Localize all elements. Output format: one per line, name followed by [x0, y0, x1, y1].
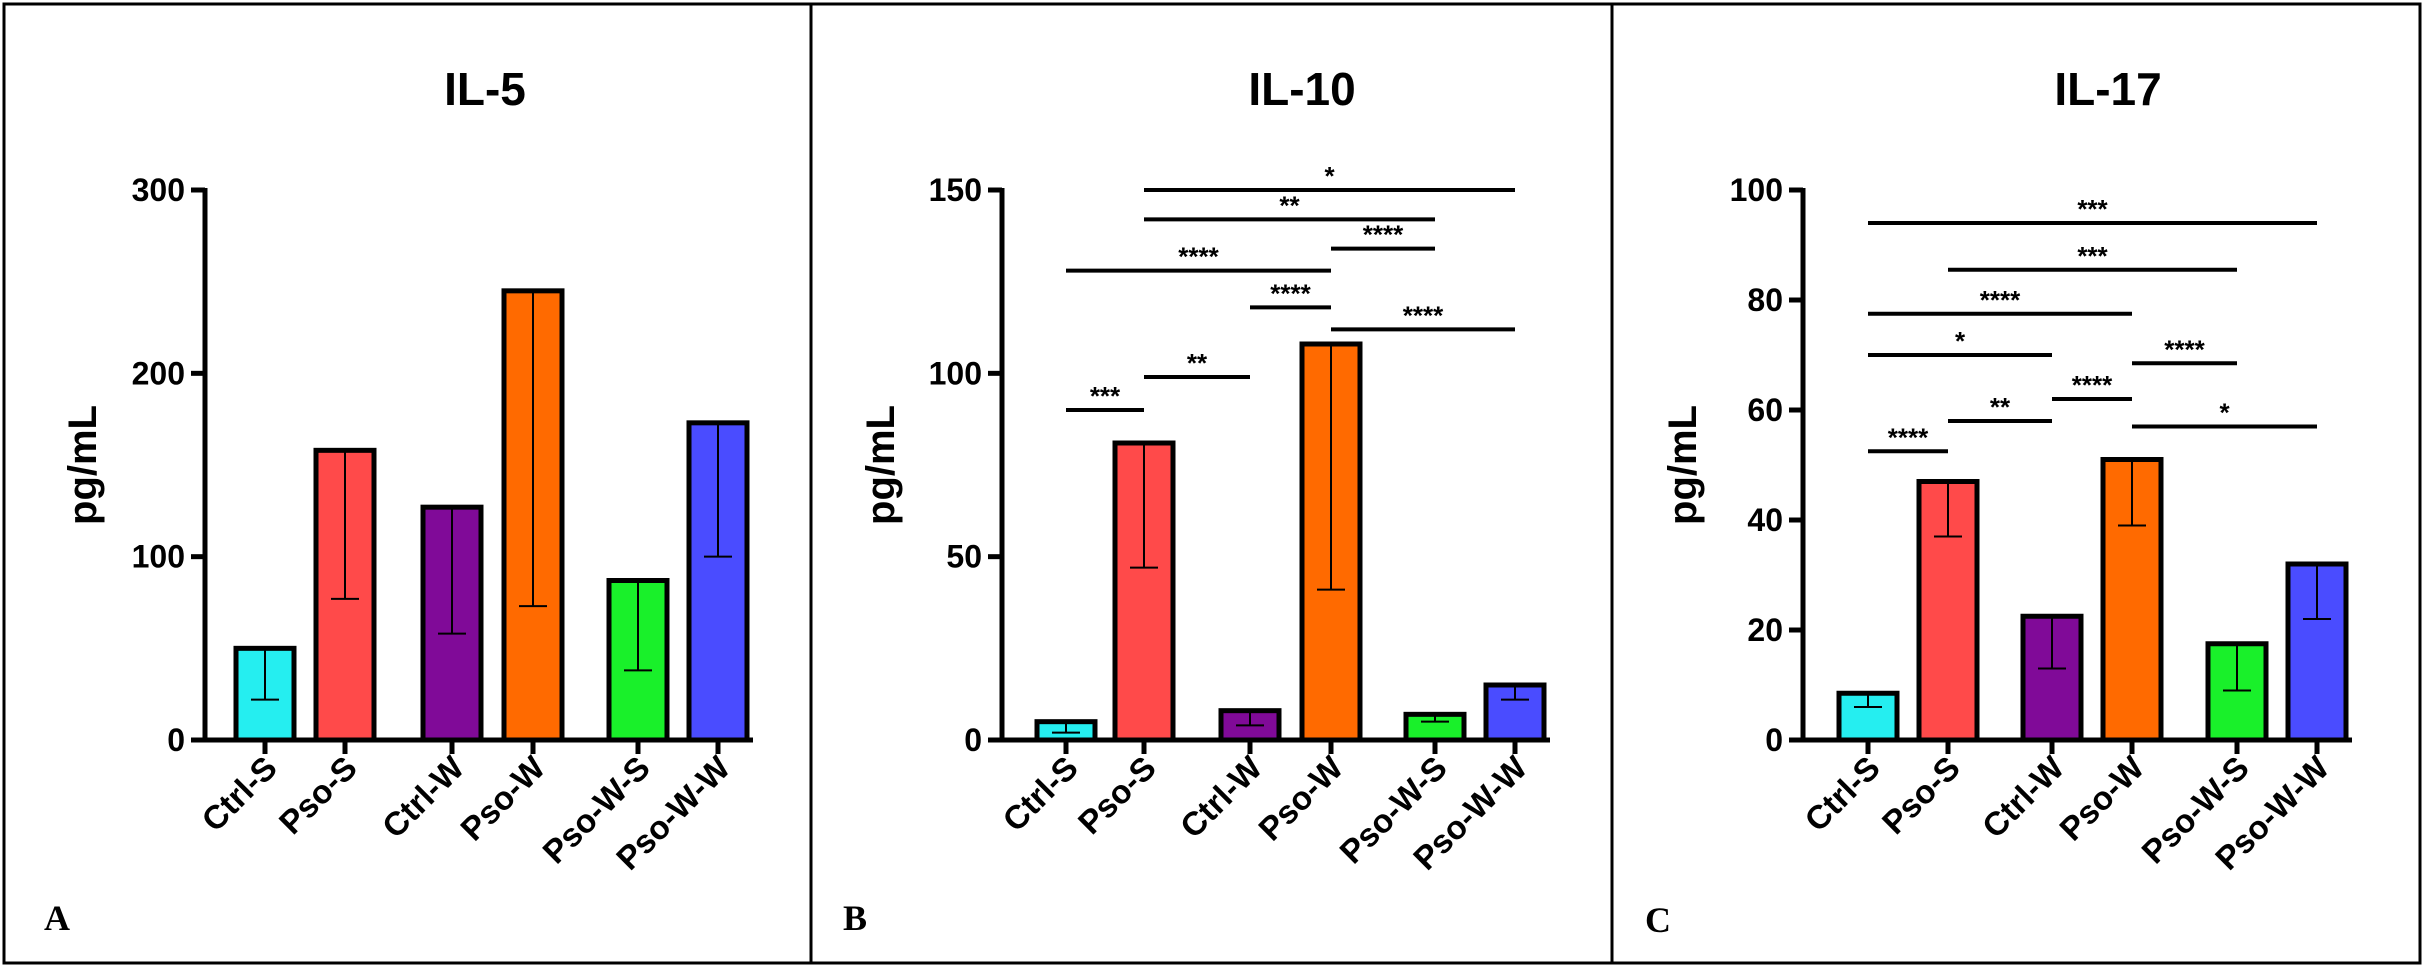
significance-label: **** — [1363, 220, 1404, 250]
x-tick-label: Pso-W — [453, 748, 552, 847]
panel-letter: C — [1645, 900, 1671, 940]
significance-label: **** — [2072, 370, 2113, 400]
error-bar-pso-w — [1317, 343, 1345, 591]
y-tick-label: 300 — [132, 172, 185, 208]
significance-label: **** — [1888, 422, 1929, 452]
x-tick-label: Pso-S — [1071, 749, 1163, 841]
significance-bracket: ** — [1144, 348, 1250, 379]
error-bar-pso-w-s — [1421, 713, 1449, 723]
significance-bracket: * — [1144, 161, 1515, 192]
y-tick-label: 200 — [132, 355, 185, 391]
chart-title: IL-5 — [444, 63, 526, 115]
significance-bracket: **** — [1868, 422, 1948, 454]
x-tick-label: Ctrl-S — [194, 749, 284, 839]
x-tick-label: Pso-S — [1875, 749, 1967, 841]
significance-bracket: **** — [1331, 220, 1435, 251]
y-tick-label: 60 — [1747, 392, 1783, 428]
y-tick-label: 80 — [1747, 282, 1783, 318]
significance-bracket: ** — [1948, 392, 2052, 423]
y-tick-label: 0 — [167, 722, 185, 758]
significance-label: * — [2219, 398, 2230, 428]
y-tick-label: 100 — [132, 539, 185, 575]
panel-letter: B — [843, 898, 867, 938]
significance-bracket: **** — [1868, 285, 2132, 316]
significance-bracket: *** — [1948, 241, 2237, 272]
error-bar-ctrl-s — [1854, 692, 1882, 708]
significance-label: ** — [1187, 348, 1208, 378]
panel-letter: A — [44, 898, 70, 938]
y-tick-label: 100 — [929, 355, 982, 391]
error-bar-pso-w-w — [1501, 684, 1529, 701]
y-axis-label: pg/mL — [61, 405, 105, 525]
significance-label: **** — [1178, 242, 1219, 272]
x-tick-label: Pso-W — [2052, 748, 2151, 847]
error-bar-pso-w-w — [2303, 563, 2331, 620]
significance-label: *** — [2077, 194, 2108, 224]
significance-label: **** — [1270, 278, 1311, 308]
error-bar-pso-s — [1934, 480, 1962, 538]
significance-label: **** — [2164, 334, 2205, 364]
significance-label: *** — [1090, 381, 1121, 411]
error-bar-pso-s — [331, 449, 359, 600]
significance-label: * — [1324, 161, 1335, 191]
significance-bracket: **** — [1250, 278, 1331, 310]
significance-bracket: * — [1868, 326, 2052, 357]
x-tick-label: Ctrl-S — [995, 749, 1085, 839]
significance-label: ** — [1990, 392, 2011, 422]
x-tick-label: Pso-W — [1251, 748, 1350, 847]
error-bar-pso-w-s — [624, 579, 652, 672]
significance-label: **** — [1980, 285, 2021, 315]
significance-label: **** — [1403, 300, 1444, 330]
y-tick-label: 150 — [929, 172, 982, 208]
error-bar-ctrl-s — [1052, 720, 1080, 734]
error-bar-pso-w-s — [2223, 642, 2251, 692]
error-bar-pso-w — [519, 289, 547, 608]
chart-title: IL-10 — [1248, 63, 1355, 115]
significance-bracket: **** — [1331, 300, 1515, 332]
error-bar-pso-w — [2118, 458, 2146, 527]
x-tick-label: Ctrl-W — [375, 748, 472, 845]
chart-title: IL-17 — [2054, 63, 2161, 115]
significance-bracket: **** — [2052, 370, 2132, 401]
error-bar-ctrl-w — [2038, 615, 2066, 670]
y-axis-label: pg/mL — [859, 405, 903, 525]
error-bar-pso-s — [1130, 442, 1158, 569]
significance-bracket: * — [2132, 398, 2317, 429]
error-bar-ctrl-w — [438, 506, 466, 635]
y-axis-label: pg/mL — [1661, 405, 1705, 525]
significance-label: * — [1955, 326, 1966, 356]
significance-bracket: **** — [1066, 242, 1331, 273]
x-tick-label: Ctrl-S — [1797, 749, 1887, 839]
error-bar-ctrl-s — [251, 647, 279, 701]
x-tick-label: Ctrl-W — [1975, 748, 2072, 845]
y-tick-label: 100 — [1730, 172, 1783, 208]
x-tick-label: Ctrl-W — [1173, 748, 1270, 845]
significance-bracket: *** — [1066, 381, 1144, 412]
error-bar-ctrl-w — [1236, 709, 1264, 727]
y-tick-label: 50 — [946, 539, 982, 575]
y-tick-label: 0 — [964, 722, 982, 758]
x-tick-label: Pso-S — [272, 749, 364, 841]
significance-label: ** — [1279, 190, 1300, 220]
significance-label: *** — [2077, 241, 2108, 271]
significance-bracket: **** — [2132, 334, 2237, 366]
significance-bracket: ** — [1144, 190, 1435, 222]
error-bar-pso-w-w — [704, 421, 732, 558]
y-tick-label: 40 — [1747, 502, 1783, 538]
y-tick-label: 20 — [1747, 612, 1783, 648]
y-tick-label: 0 — [1765, 722, 1783, 758]
significance-bracket: *** — [1868, 194, 2317, 225]
